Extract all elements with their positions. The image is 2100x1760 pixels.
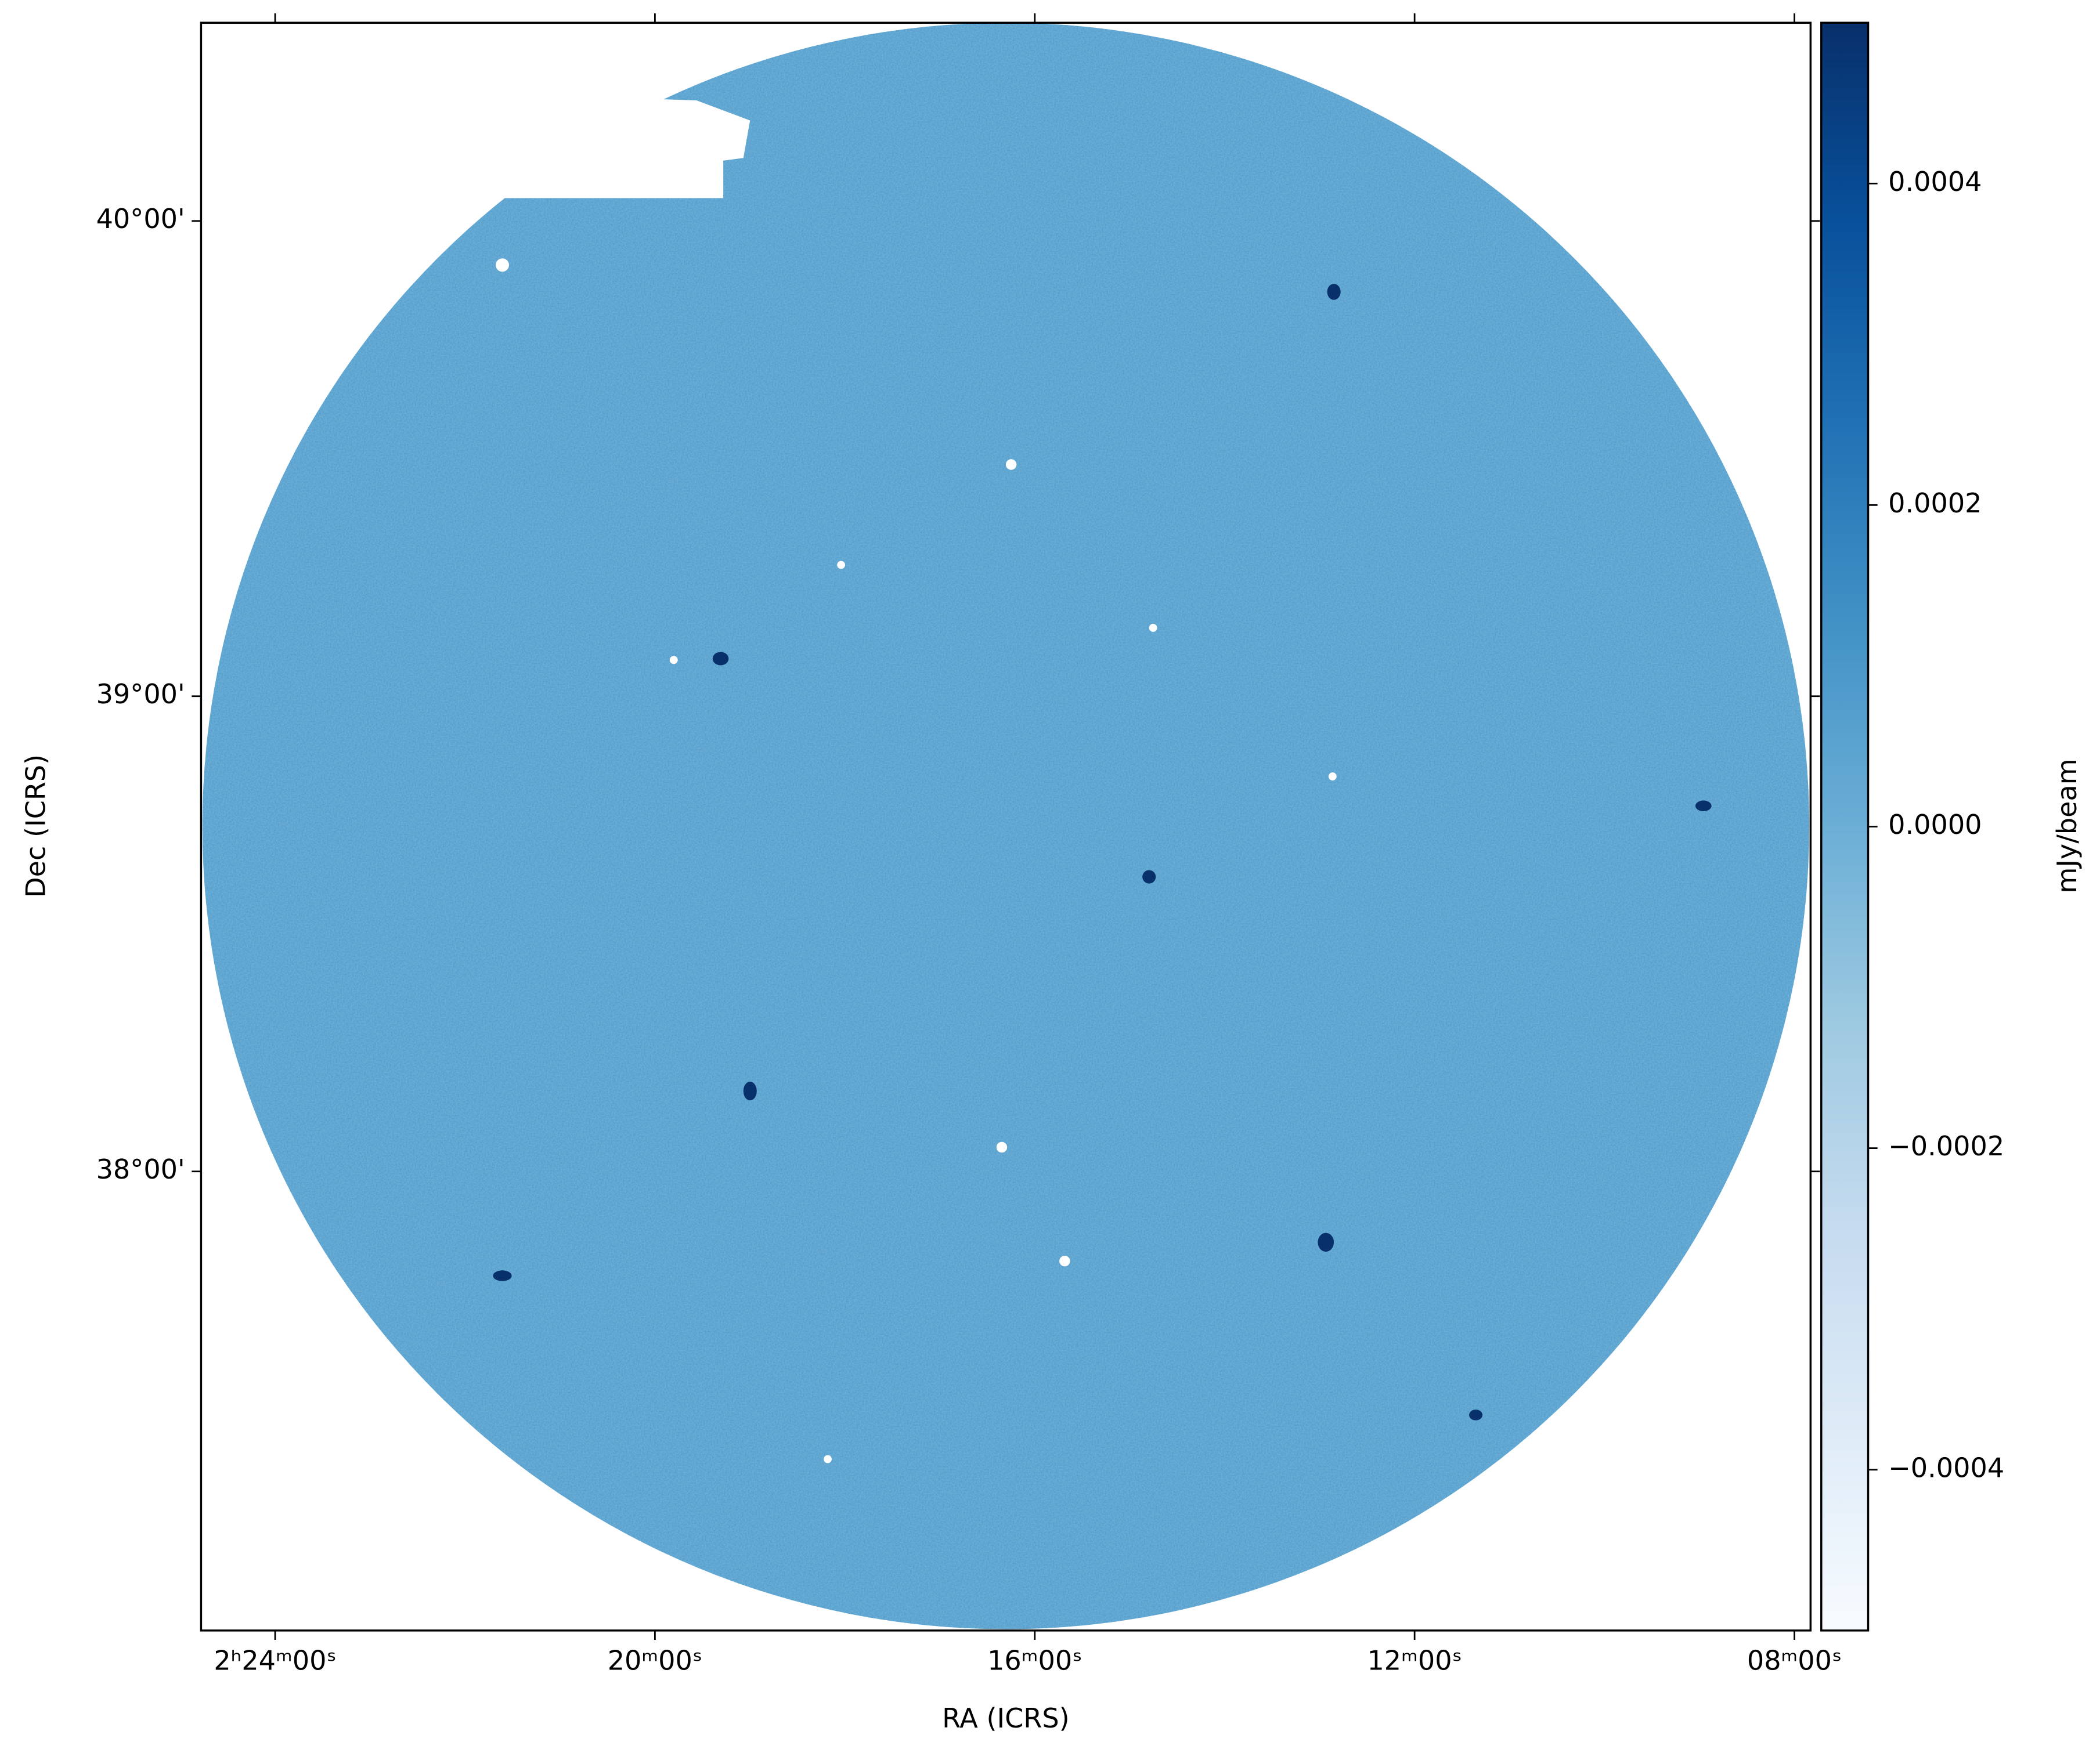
x-tick-label: 20ᵐ00ˢ <box>608 1645 702 1676</box>
y-axis-label: Dec (ICRS) <box>20 754 51 898</box>
colorbar-label: mJy/beam <box>2051 758 2083 893</box>
sources <box>493 284 1712 1421</box>
colorbar-tick-label: −0.0002 <box>1888 1130 2004 1162</box>
x-tick-label: 16ᵐ00ˢ <box>987 1645 1082 1676</box>
image <box>202 23 1810 1629</box>
axes-frame <box>200 21 1812 1632</box>
colorbar-tick-label: 0.0004 <box>1888 166 1982 197</box>
colorbar-tick-label: 0.0000 <box>1888 809 1982 840</box>
y-tick-label: 40°00' <box>96 203 185 234</box>
colorbar <box>1820 21 1870 1632</box>
x-tick-label: 12ᵐ00ˢ <box>1367 1645 1462 1676</box>
x-axis-label: RA (ICRS) <box>942 1703 1070 1734</box>
y-tick-label: 38°00' <box>96 1154 185 1185</box>
field-disk <box>202 23 1810 1629</box>
x-tick-label: 08ᵐ00ˢ <box>1747 1645 1842 1676</box>
colorbar-tick-label: −0.0004 <box>1888 1452 2004 1483</box>
x-tick-label: 2ʰ24ᵐ00ˢ <box>214 1645 336 1676</box>
bright-sources <box>495 258 1337 1463</box>
y-tick-label: 39°00' <box>96 678 185 710</box>
data-gap <box>495 23 750 198</box>
colorbar-tick-label: 0.0002 <box>1888 487 1982 519</box>
